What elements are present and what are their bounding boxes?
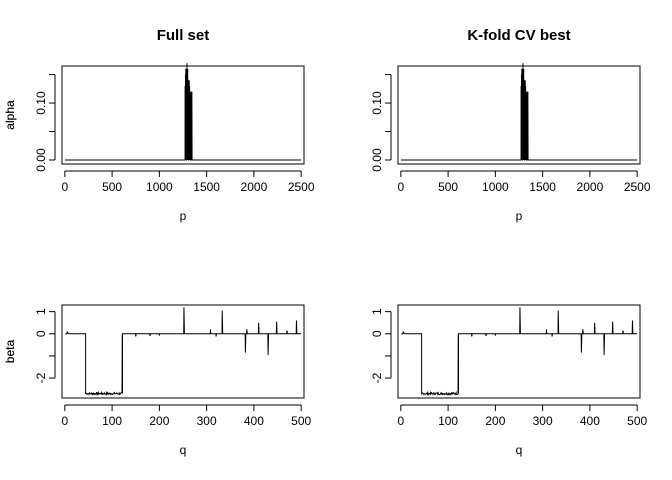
y-axis-label: alpha (3, 100, 17, 130)
series-line (401, 307, 638, 396)
x-tick-label: 400 (580, 414, 600, 428)
chart-panel-1: Full set 0 500 1000 1500 2000 2500 p 0.00 0.10 alp… (3, 27, 315, 223)
y-tick-label: -2 (34, 372, 48, 383)
x-axis-label: q (516, 443, 523, 457)
chart-title: K-fold CV best (467, 27, 570, 44)
chart-panel-2: K-fold CV best 0 500 1000 1500 2000 2500 p 0.00 0… (3, 27, 651, 223)
x-tick-label: 1500 (529, 180, 556, 194)
x-tick-label: 2500 (624, 180, 651, 194)
x-tick-label: 0 (61, 180, 68, 194)
y-tick-label: 0 (370, 330, 384, 337)
x-tick-label: 0 (397, 414, 404, 428)
x-axis-label: q (180, 443, 187, 457)
x-tick-label: 300 (197, 414, 217, 428)
x-tick-label: 500 (438, 180, 458, 194)
x-tick-label: 200 (485, 414, 505, 428)
y-tick-label: 0.10 (370, 91, 384, 115)
x-tick-label: 2000 (241, 180, 268, 194)
x-tick-label: 1000 (146, 180, 173, 194)
y-tick-label: 1 (34, 308, 48, 315)
x-tick-label: 2000 (577, 180, 604, 194)
x-tick-label: 500 (627, 414, 647, 428)
series-line (65, 307, 302, 396)
x-tick-label: 300 (533, 414, 553, 428)
x-tick-label: 0 (61, 414, 68, 428)
series-line (400, 63, 638, 161)
y-tick-label: 0.00 (370, 148, 384, 172)
x-tick-label: 100 (438, 414, 458, 428)
chart-panel-3: 0 100 200 300 400 500 q -2 0 1 beta (3, 304, 311, 457)
y-tick-label: 0.00 (34, 148, 48, 172)
x-axis-label: p (516, 209, 523, 223)
y-axis-label: alpha (3, 100, 17, 130)
x-tick-label: 200 (149, 414, 169, 428)
x-tick-label: 400 (244, 414, 264, 428)
y-axis-label: beta (3, 339, 17, 363)
y-axis-label: beta (3, 339, 17, 363)
x-tick-label: 0 (397, 180, 404, 194)
x-tick-label: 1000 (482, 180, 509, 194)
plot-frame (61, 65, 305, 165)
x-tick-label: 500 (291, 414, 311, 428)
y-tick-label: 0.10 (34, 91, 48, 115)
x-tick-label: 100 (102, 414, 122, 428)
x-tick-label: 1500 (193, 180, 220, 194)
x-tick-label: 500 (102, 180, 122, 194)
chart-title: Full set (157, 27, 210, 44)
x-tick-label: 2500 (288, 180, 315, 194)
y-tick-label: 1 (370, 308, 384, 315)
series-line (64, 63, 302, 161)
plot-frame (61, 304, 305, 399)
plot-frame (397, 304, 641, 399)
y-tick-label: -2 (370, 372, 384, 383)
x-axis-label: p (180, 209, 187, 223)
plot-frame (397, 65, 641, 165)
y-tick-label: 0 (34, 330, 48, 337)
